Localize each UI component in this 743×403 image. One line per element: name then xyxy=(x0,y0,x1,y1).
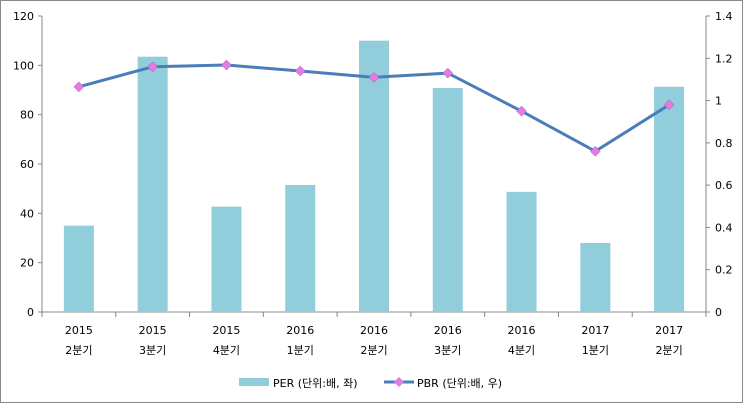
x-label-year: 2017 xyxy=(655,324,683,337)
per-bar xyxy=(654,86,685,312)
x-label-year: 2017 xyxy=(581,324,609,337)
x-label-year: 2015 xyxy=(212,324,240,337)
per-bar xyxy=(63,225,94,312)
left-tick-label: 0 xyxy=(27,306,34,319)
legend-per-label: PER (단위:배, 좌) xyxy=(273,377,358,390)
per-bar xyxy=(506,191,537,312)
pbr-marker xyxy=(663,99,675,111)
right-tick-label: 0.8 xyxy=(715,137,733,150)
left-tick-label: 120 xyxy=(13,10,34,23)
x-label-quarter: 3분기 xyxy=(434,344,461,357)
x-label-quarter: 1분기 xyxy=(582,344,609,357)
x-label-quarter: 3분기 xyxy=(139,344,166,357)
x-label-year: 2016 xyxy=(434,324,462,337)
per-bar xyxy=(359,40,389,313)
x-label-quarter: 4분기 xyxy=(508,344,535,357)
pbr-marker xyxy=(589,145,601,157)
legend-pbr-marker xyxy=(394,377,404,387)
per-bar xyxy=(211,206,242,312)
right-tick-label: 0.4 xyxy=(715,221,733,234)
right-tick-label: 0.6 xyxy=(715,179,733,192)
x-label-quarter: 2분기 xyxy=(65,344,92,357)
left-tick-label: 40 xyxy=(20,207,34,220)
per-bar xyxy=(285,184,316,312)
pbr-marker xyxy=(516,105,527,117)
x-label-quarter: 2분기 xyxy=(360,344,387,357)
x-label-quarter: 2분기 xyxy=(655,344,682,357)
x-label-year: 2015 xyxy=(139,324,167,337)
x-label-quarter: 4분기 xyxy=(213,344,240,357)
pbr-marker xyxy=(73,81,85,93)
left-tick-label: 60 xyxy=(20,158,34,171)
per-bar xyxy=(137,56,168,313)
right-tick-label: 1.2 xyxy=(715,52,733,65)
pbr-marker xyxy=(368,71,380,83)
right-tick-label: 1 xyxy=(715,95,722,108)
x-label-year: 2016 xyxy=(508,324,536,337)
x-label-year: 2016 xyxy=(286,324,314,337)
right-tick-label: 0.2 xyxy=(715,264,733,277)
pbr-marker xyxy=(147,61,159,73)
right-tick-label: 1.4 xyxy=(715,10,733,23)
x-label-year: 2016 xyxy=(360,324,388,337)
right-tick-label: 0 xyxy=(715,306,722,319)
x-label-year: 2015 xyxy=(65,324,93,337)
per-bar xyxy=(432,88,463,312)
pbr-marker xyxy=(221,59,232,71)
pbr-marker xyxy=(294,65,306,77)
left-tick-label: 80 xyxy=(20,109,34,122)
legend-per-swatch xyxy=(239,378,269,386)
per-bar xyxy=(580,242,611,312)
x-label-quarter: 1분기 xyxy=(287,344,314,357)
pbr-marker xyxy=(442,67,454,79)
left-tick-label: 100 xyxy=(13,59,34,72)
legend-pbr-label: PBR (단위:배, 우) xyxy=(417,377,502,390)
left-tick-label: 20 xyxy=(20,257,34,270)
